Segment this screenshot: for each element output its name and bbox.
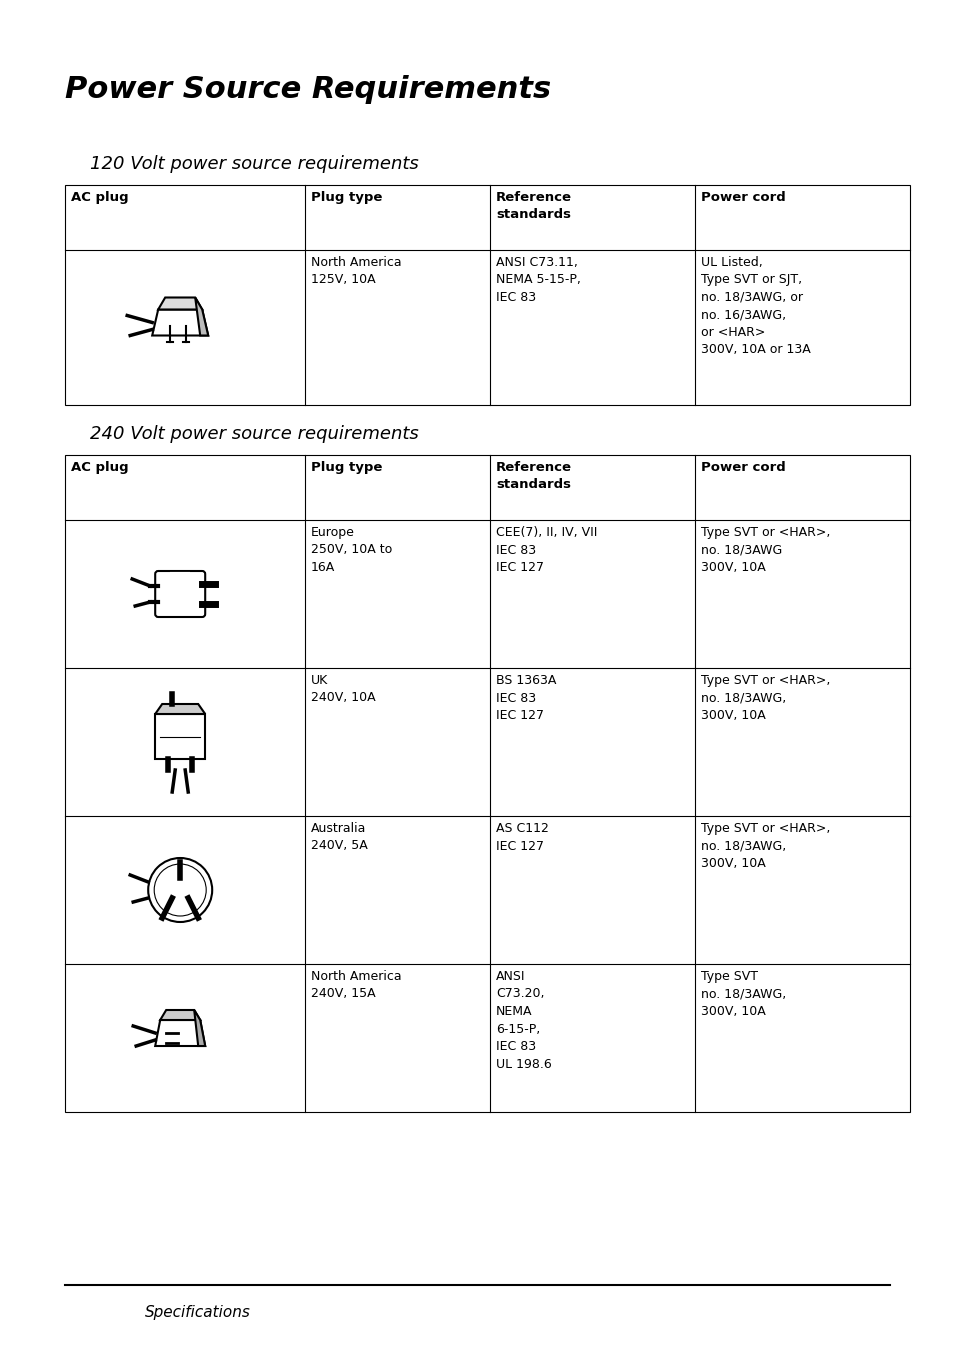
Bar xyxy=(65,184,909,405)
Text: North America
125V, 10A: North America 125V, 10A xyxy=(311,256,401,286)
Text: AC plug: AC plug xyxy=(71,191,129,203)
Text: Type SVT
no. 18/3AWG,
300V, 10A: Type SVT no. 18/3AWG, 300V, 10A xyxy=(700,970,785,1018)
Text: Type SVT or <HAR>,
no. 18/3AWG,
300V, 10A: Type SVT or <HAR>, no. 18/3AWG, 300V, 10… xyxy=(700,822,829,871)
Text: 240 Volt power source requirements: 240 Volt power source requirements xyxy=(90,424,418,443)
Text: 120 Volt power source requirements: 120 Volt power source requirements xyxy=(90,155,418,174)
Text: Plug type: Plug type xyxy=(311,191,382,203)
Text: North America
240V, 15A: North America 240V, 15A xyxy=(311,970,401,1001)
Text: Europe
250V, 10A to
16A: Europe 250V, 10A to 16A xyxy=(311,526,392,574)
Text: Power Source Requirements: Power Source Requirements xyxy=(65,75,551,104)
Text: BS 1363A
IEC 83
IEC 127: BS 1363A IEC 83 IEC 127 xyxy=(496,674,556,721)
Circle shape xyxy=(148,858,212,922)
Text: Plug type: Plug type xyxy=(311,461,382,475)
Text: ANSI C73.11,
NEMA 5-15-P,
IEC 83: ANSI C73.11, NEMA 5-15-P, IEC 83 xyxy=(496,256,580,304)
Polygon shape xyxy=(155,704,205,715)
Text: CEE(7), II, IV, VII
IEC 83
IEC 127: CEE(7), II, IV, VII IEC 83 IEC 127 xyxy=(496,526,597,574)
Polygon shape xyxy=(194,1010,205,1045)
Text: AS C112
IEC 127: AS C112 IEC 127 xyxy=(496,822,548,853)
Polygon shape xyxy=(160,1010,200,1020)
Text: Power cord: Power cord xyxy=(700,461,785,475)
Polygon shape xyxy=(195,297,208,335)
Text: Australia
240V, 5A: Australia 240V, 5A xyxy=(311,822,367,853)
Text: Reference
standards: Reference standards xyxy=(496,191,572,221)
Text: ANSI
C73.20,
NEMA
6-15-P,
IEC 83
UL 198.6: ANSI C73.20, NEMA 6-15-P, IEC 83 UL 198.… xyxy=(496,970,551,1070)
Bar xyxy=(155,715,205,759)
Text: Reference
standards: Reference standards xyxy=(496,461,572,491)
Bar xyxy=(65,456,909,1112)
Text: UL Listed,
Type SVT or SJT,
no. 18/3AWG, or
no. 16/3AWG,
or <HAR>
300V, 10A or 1: UL Listed, Type SVT or SJT, no. 18/3AWG,… xyxy=(700,256,810,357)
FancyBboxPatch shape xyxy=(155,571,205,617)
Polygon shape xyxy=(155,1020,205,1045)
Text: Type SVT or <HAR>,
no. 18/3AWG,
300V, 10A: Type SVT or <HAR>, no. 18/3AWG, 300V, 10… xyxy=(700,674,829,721)
Text: Specifications: Specifications xyxy=(145,1304,251,1319)
Polygon shape xyxy=(158,297,202,309)
Text: UK
240V, 10A: UK 240V, 10A xyxy=(311,674,375,705)
Text: AC plug: AC plug xyxy=(71,461,129,475)
Text: Power cord: Power cord xyxy=(700,191,785,203)
Polygon shape xyxy=(152,309,208,335)
Text: Type SVT or <HAR>,
no. 18/3AWG
300V, 10A: Type SVT or <HAR>, no. 18/3AWG 300V, 10A xyxy=(700,526,829,574)
